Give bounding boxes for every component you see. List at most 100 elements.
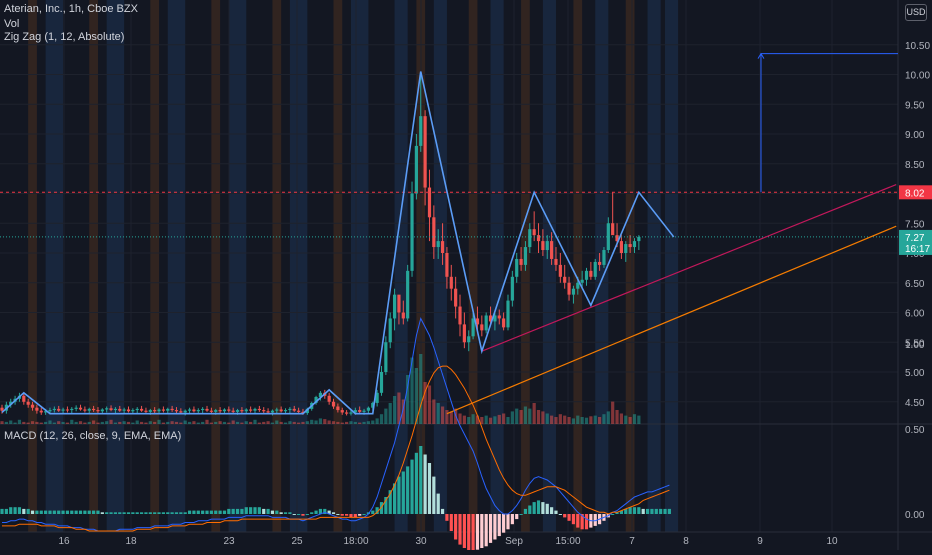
candle-body — [493, 315, 497, 322]
candle-body — [488, 315, 493, 322]
macd-histogram-bar — [384, 497, 388, 514]
macd-histogram-bar — [645, 508, 650, 514]
macd-axis-tick: 1.00 — [905, 340, 925, 351]
zigzag-legend[interactable]: Zig Zag (1, 12, Absolute) — [4, 31, 125, 43]
macd-histogram-bar — [96, 510, 100, 514]
volume-bar — [187, 421, 192, 424]
session-band-blue — [394, 0, 408, 532]
session-band-blue — [167, 0, 186, 532]
time-axis-tick: 15:00 — [555, 536, 580, 547]
candle-body — [44, 411, 48, 413]
candle-body — [637, 236, 641, 242]
candle-body — [70, 408, 74, 411]
candle-body — [336, 406, 340, 411]
volume-bar — [462, 415, 466, 424]
price-axis-tick: 5.50 — [905, 338, 925, 349]
volume-bar — [35, 421, 39, 424]
volume-bar — [615, 410, 619, 424]
volume-bar — [44, 421, 48, 424]
session-band-orange — [573, 0, 583, 532]
macd-histogram-bar — [344, 514, 349, 516]
session-band-blue — [490, 0, 504, 532]
volume-bar — [148, 421, 152, 424]
volume-bar — [131, 422, 135, 424]
macd-histogram-bar — [52, 510, 56, 514]
macd-histogram-bar — [174, 512, 179, 514]
macd-histogram-bar — [240, 508, 244, 514]
volume-bar — [222, 421, 227, 424]
macd-histogram-bar — [144, 512, 148, 514]
macd-histogram-bar — [183, 512, 187, 514]
candle-body — [449, 276, 453, 289]
candle-body — [39, 410, 43, 413]
volume-bar — [353, 421, 357, 424]
volume-bar — [279, 421, 283, 424]
volume-bar — [65, 422, 70, 424]
currency-badge[interactable]: USD — [905, 4, 927, 21]
volume-bar — [388, 403, 392, 424]
candle-body — [48, 410, 52, 412]
candle-body — [375, 392, 379, 403]
volume-bar — [480, 417, 484, 424]
candle-body — [52, 408, 56, 411]
volume-bar — [580, 417, 584, 424]
volume-bar — [510, 411, 514, 424]
macd-histogram-bar — [392, 483, 397, 514]
volume-bar — [554, 417, 558, 424]
macd-histogram-bar — [153, 512, 157, 514]
candle-body — [297, 410, 301, 412]
volume-bar — [436, 403, 440, 424]
macd-histogram-bar — [454, 514, 458, 540]
candle-body — [196, 410, 200, 412]
macd-histogram-bar — [266, 508, 270, 514]
candle-body — [222, 409, 227, 412]
volume-bar — [13, 422, 17, 424]
macd-histogram-bar — [401, 471, 405, 514]
volume-bar — [589, 416, 593, 424]
volume-bar — [340, 422, 344, 424]
macd-histogram-bar — [9, 507, 13, 514]
macd-histogram-bar — [310, 512, 314, 514]
candle-body — [187, 409, 192, 411]
candle-body — [61, 409, 65, 411]
volume-bar — [611, 401, 615, 424]
volume-bar — [576, 415, 580, 424]
candle-body — [506, 300, 510, 328]
macd-legend[interactable]: MACD (12, 26, close, 9, EMA, EMA) — [4, 430, 182, 442]
macd-histogram-bar — [458, 514, 462, 545]
macd-histogram-bar — [113, 512, 118, 514]
volume-bar — [545, 413, 549, 424]
macd-histogram-bar — [493, 514, 497, 540]
macd-histogram-bar — [118, 512, 122, 514]
volume-bar — [519, 410, 523, 424]
candle-body — [379, 372, 384, 393]
candle-body — [249, 409, 253, 411]
price-axis-tick: 9.00 — [905, 130, 925, 141]
volume-bar — [283, 422, 288, 424]
volume-bar — [157, 419, 161, 424]
volume-bar — [502, 413, 506, 424]
time-axis-tick: 16 — [58, 536, 70, 547]
macd-histogram-bar — [318, 508, 323, 514]
volume-legend[interactable]: Vol — [4, 18, 20, 30]
candle-body — [78, 407, 83, 410]
symbol-legend[interactable]: Aterian, Inc., 1h, Cboe BZX — [4, 3, 138, 15]
candle-body — [126, 409, 131, 412]
candle-body — [270, 410, 275, 413]
macd-histogram-bar — [148, 512, 152, 514]
volume-bar — [218, 421, 222, 424]
macd-histogram-bar — [475, 514, 480, 550]
candle-body — [349, 412, 353, 414]
volume-bar — [52, 422, 56, 424]
volume-bar — [139, 421, 144, 424]
candle-body — [597, 261, 602, 265]
price-axis-tick: 4.50 — [905, 398, 925, 409]
macd-histogram-bar — [170, 512, 174, 514]
candle-body — [74, 407, 78, 409]
volume-bar — [597, 417, 602, 424]
candle-body — [497, 315, 501, 319]
macd-histogram-bar — [70, 510, 74, 514]
time-axis-tick: Sep — [505, 536, 523, 547]
